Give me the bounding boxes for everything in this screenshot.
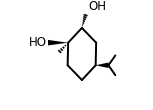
Polygon shape xyxy=(48,40,68,45)
Text: HO: HO xyxy=(28,36,47,49)
Polygon shape xyxy=(96,63,108,68)
Text: OH: OH xyxy=(89,0,107,13)
